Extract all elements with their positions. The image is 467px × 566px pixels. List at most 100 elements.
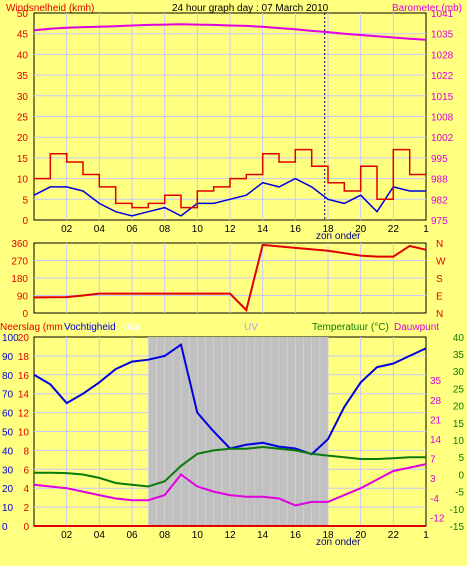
temperature-y-tick: 5 bbox=[458, 453, 464, 464]
humidity-y-tick: 100 bbox=[2, 333, 19, 344]
compass-tick: N bbox=[436, 309, 443, 320]
barometer-y-tick: 1002 bbox=[431, 133, 454, 144]
humidity-y-tick: 0 bbox=[2, 522, 8, 533]
temperature-y-tick: -5 bbox=[455, 488, 464, 499]
rain-y-tick: 8 bbox=[23, 446, 29, 457]
temperature-y-tick: 25 bbox=[453, 384, 465, 395]
temperature-y-tick: 35 bbox=[453, 350, 465, 361]
direction-y-tick: 180 bbox=[11, 274, 28, 285]
wind-y-tick: 30 bbox=[17, 92, 29, 103]
barometer-y-tick: 975 bbox=[431, 216, 448, 227]
x-tick-label: 06 bbox=[126, 224, 138, 235]
wind-series-line bbox=[33, 177, 426, 217]
rain-y-tick: 2 bbox=[23, 503, 29, 514]
wind-y-tick: 5 bbox=[22, 195, 28, 206]
sunset-label-wind: zon onder bbox=[316, 231, 361, 242]
x-tick-label: 20 bbox=[355, 224, 367, 235]
humidity-y-tick: 10 bbox=[2, 503, 14, 514]
humidity-y-tick: 70 bbox=[2, 390, 14, 401]
x-tick-label: 02 bbox=[61, 530, 73, 541]
wind-axis-title: Windsnelheid (kmh) bbox=[6, 3, 94, 14]
rain-y-tick: 10 bbox=[18, 428, 30, 439]
uv-axis-title: UV bbox=[244, 322, 258, 333]
barometer-y-tick: 1015 bbox=[431, 92, 454, 103]
dewpoint-y-tick: 28 bbox=[430, 396, 442, 407]
dewpoint-y-tick: 35 bbox=[430, 376, 442, 387]
humidity-axis-title: Vochtigheid bbox=[64, 322, 116, 333]
x-tick-label: 06 bbox=[126, 530, 138, 541]
barometer-y-tick: 1008 bbox=[431, 113, 454, 124]
x-tick-label: 04 bbox=[94, 530, 106, 541]
dewpoint-y-tick: 21 bbox=[430, 415, 442, 426]
x-tick-label: 14 bbox=[257, 530, 269, 541]
compass-tick: W bbox=[436, 257, 446, 268]
solar-bars bbox=[148, 337, 329, 526]
humidity-y-tick: 40 bbox=[2, 446, 14, 457]
wind-series-line bbox=[33, 23, 427, 41]
temperature-y-tick: -15 bbox=[450, 522, 465, 533]
climate-series-line bbox=[33, 463, 427, 507]
temperature-y-tick: 15 bbox=[453, 419, 465, 430]
solar-axis-title: olar bbox=[124, 322, 141, 333]
barometer-y-tick: 1041 bbox=[431, 9, 454, 20]
wind-y-tick: 20 bbox=[17, 133, 29, 144]
wind-y-tick: 35 bbox=[17, 71, 29, 82]
x-tick-label: 22 bbox=[388, 530, 400, 541]
x-tick-label: 12 bbox=[224, 530, 236, 541]
rain-y-tick: 0 bbox=[23, 522, 29, 533]
wind-y-tick: 0 bbox=[22, 216, 28, 227]
dewpoint-y-tick: 3 bbox=[430, 474, 436, 485]
humidity-y-tick: 30 bbox=[2, 465, 14, 476]
x-tick-label: 14 bbox=[257, 224, 269, 235]
rain-y-tick: 6 bbox=[23, 465, 29, 476]
compass-tick: N bbox=[436, 239, 443, 250]
series-layer bbox=[33, 23, 427, 527]
barometer-y-tick: 982 bbox=[431, 195, 448, 206]
x-tick-label: 12 bbox=[224, 224, 236, 235]
barometer-axis-title: Barometer (mb) bbox=[392, 3, 462, 14]
x-tick-label: 02 bbox=[61, 224, 73, 235]
direction-series-line bbox=[33, 243, 427, 313]
x-tick-label: 10 bbox=[192, 224, 204, 235]
wind-y-tick: 45 bbox=[17, 30, 29, 41]
rain-y-tick: 16 bbox=[18, 371, 30, 382]
barometer-y-tick: 1035 bbox=[431, 30, 454, 41]
humidity-y-tick: 80 bbox=[2, 371, 14, 382]
dewpoint-y-tick: 14 bbox=[430, 435, 442, 446]
x-tick-label: 04 bbox=[94, 224, 106, 235]
humidity-y-tick: 90 bbox=[2, 352, 14, 363]
wind-y-tick: 15 bbox=[17, 154, 29, 165]
barometer-y-tick: 988 bbox=[431, 175, 448, 186]
x-tick-label: 18 bbox=[322, 530, 334, 541]
temperature-y-tick: 20 bbox=[453, 402, 465, 413]
climate-series-line bbox=[34, 445, 426, 488]
chart-title: 24 hour graph day : 07 March 2010 bbox=[172, 3, 329, 14]
wind-y-tick: 10 bbox=[17, 175, 29, 186]
barometer-y-tick: 995 bbox=[431, 154, 448, 165]
dewpoint-y-tick: 7 bbox=[430, 455, 436, 466]
wind-y-tick: 50 bbox=[17, 9, 29, 20]
temperature-y-tick: 30 bbox=[453, 367, 465, 378]
rain-y-tick: 4 bbox=[23, 484, 29, 495]
temperature-y-tick: 10 bbox=[453, 436, 465, 447]
dewpoint-axis-title: Dauwpunt bbox=[394, 322, 439, 333]
dewpoint-y-tick: -4 bbox=[430, 494, 439, 505]
tick-labels: 02 04 06 08 10 12 14 16 18 20 22 102 04 06 08 10 12 14 16 1… bbox=[2, 9, 464, 541]
dewpoint-y-tick: -12 bbox=[430, 513, 445, 524]
rain-y-tick: 20 bbox=[18, 333, 30, 344]
temperature-y-tick: -10 bbox=[450, 505, 465, 516]
temperature-y-tick: 40 bbox=[453, 333, 465, 344]
humidity-y-tick: 50 bbox=[2, 428, 14, 439]
rain-y-tick: 12 bbox=[18, 409, 30, 420]
sunset-label-climate: zon onder bbox=[316, 537, 361, 548]
x-tick-label: 22 bbox=[388, 224, 400, 235]
wind-y-tick: 40 bbox=[17, 50, 29, 61]
direction-y-tick: 0 bbox=[22, 309, 28, 320]
x-tick-label: 16 bbox=[290, 530, 302, 541]
x-tick-label: 1 bbox=[423, 530, 429, 541]
direction-y-tick: 360 bbox=[11, 239, 28, 250]
x-tick-label: 20 bbox=[355, 530, 367, 541]
rain-axis-title: Neerslag (mm bbox=[0, 322, 63, 333]
compass-tick: S bbox=[436, 274, 443, 285]
